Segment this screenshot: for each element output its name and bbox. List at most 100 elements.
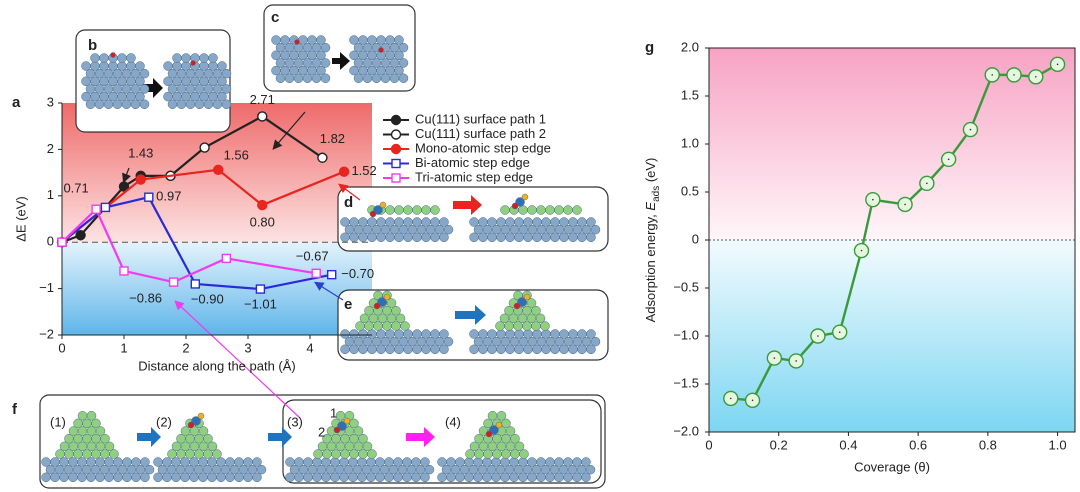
atom xyxy=(212,99,223,109)
atom xyxy=(167,99,178,109)
point xyxy=(144,192,154,202)
atom xyxy=(403,205,413,215)
atom xyxy=(252,457,262,467)
atom xyxy=(577,232,587,243)
point xyxy=(311,268,321,278)
atom xyxy=(430,205,440,215)
atom xyxy=(563,472,573,483)
atom xyxy=(198,426,209,436)
point xyxy=(257,199,268,211)
legend-marker xyxy=(390,143,402,155)
atom xyxy=(103,99,114,109)
atom xyxy=(532,232,542,243)
atom xyxy=(207,441,218,452)
annotation-arrows xyxy=(122,111,361,419)
x-tick-label: 2 xyxy=(182,340,189,355)
atom xyxy=(358,232,368,243)
atom xyxy=(491,472,501,483)
atom xyxy=(532,344,542,355)
legend-label: Cu(111) surface path 2 xyxy=(415,126,546,141)
point xyxy=(317,152,328,163)
atom xyxy=(371,73,382,83)
atom xyxy=(85,99,96,109)
atom xyxy=(135,91,145,102)
atom xyxy=(217,76,227,87)
atom xyxy=(389,73,400,83)
atom xyxy=(172,53,182,63)
panel-label: b xyxy=(88,37,97,54)
point xyxy=(190,279,201,289)
point-center xyxy=(926,182,928,185)
atom xyxy=(139,84,150,94)
atom xyxy=(385,344,395,355)
atom xyxy=(99,53,109,63)
atom xyxy=(473,472,483,483)
atom xyxy=(343,417,351,425)
atom xyxy=(541,344,551,355)
atom xyxy=(540,321,550,331)
atom xyxy=(586,344,596,355)
step-label: (1) xyxy=(50,414,66,429)
atom xyxy=(378,47,384,53)
point-center xyxy=(1034,76,1037,78)
atom xyxy=(487,344,497,355)
arrow xyxy=(268,427,292,447)
atom xyxy=(496,344,506,355)
y-tick-label: 2 xyxy=(47,141,54,156)
atom xyxy=(411,472,421,483)
point xyxy=(118,181,130,192)
atom xyxy=(495,421,503,429)
atom xyxy=(514,441,525,452)
point xyxy=(199,142,210,153)
legend-marker xyxy=(390,114,402,126)
atom xyxy=(395,313,406,324)
atom xyxy=(478,232,488,243)
y-axis-label-part: E xyxy=(643,202,658,211)
atom xyxy=(412,232,422,243)
atom xyxy=(367,449,377,459)
atom xyxy=(316,35,326,45)
atom xyxy=(221,99,232,109)
value-label: −0.70 xyxy=(341,266,374,281)
atom xyxy=(144,464,155,475)
atom xyxy=(505,232,515,243)
atom xyxy=(348,472,358,483)
atom xyxy=(412,205,422,215)
atom xyxy=(487,411,498,421)
atom xyxy=(316,50,326,61)
atom xyxy=(581,457,591,467)
point xyxy=(257,111,268,122)
value-label: 1.52 xyxy=(351,163,376,178)
atom xyxy=(171,472,181,483)
atom xyxy=(198,472,208,483)
point-center xyxy=(751,399,754,402)
atom xyxy=(545,205,555,215)
atom xyxy=(86,411,97,421)
point xyxy=(221,253,232,264)
atom xyxy=(285,472,295,483)
annotation-arrow xyxy=(338,183,361,201)
panel-label: d xyxy=(344,194,353,211)
atom xyxy=(139,99,150,109)
atom xyxy=(207,472,217,483)
atom xyxy=(489,425,499,435)
atom xyxy=(541,232,551,243)
panel-label: c xyxy=(271,9,279,26)
y-tick-label: −0.5 xyxy=(673,279,699,294)
atom xyxy=(590,336,601,347)
y-tick-label: 1.0 xyxy=(681,135,699,150)
atom xyxy=(523,293,531,301)
arrow xyxy=(455,305,486,325)
atom xyxy=(86,472,96,483)
atom xyxy=(550,344,560,355)
atom xyxy=(455,472,465,483)
atom xyxy=(217,91,227,102)
atom xyxy=(469,232,479,243)
point xyxy=(168,277,179,287)
y-tick-label: −2 xyxy=(39,326,54,341)
atom xyxy=(110,52,116,58)
y-tick-label: −1.0 xyxy=(673,327,699,342)
point-center xyxy=(795,360,797,362)
atom xyxy=(394,35,404,45)
